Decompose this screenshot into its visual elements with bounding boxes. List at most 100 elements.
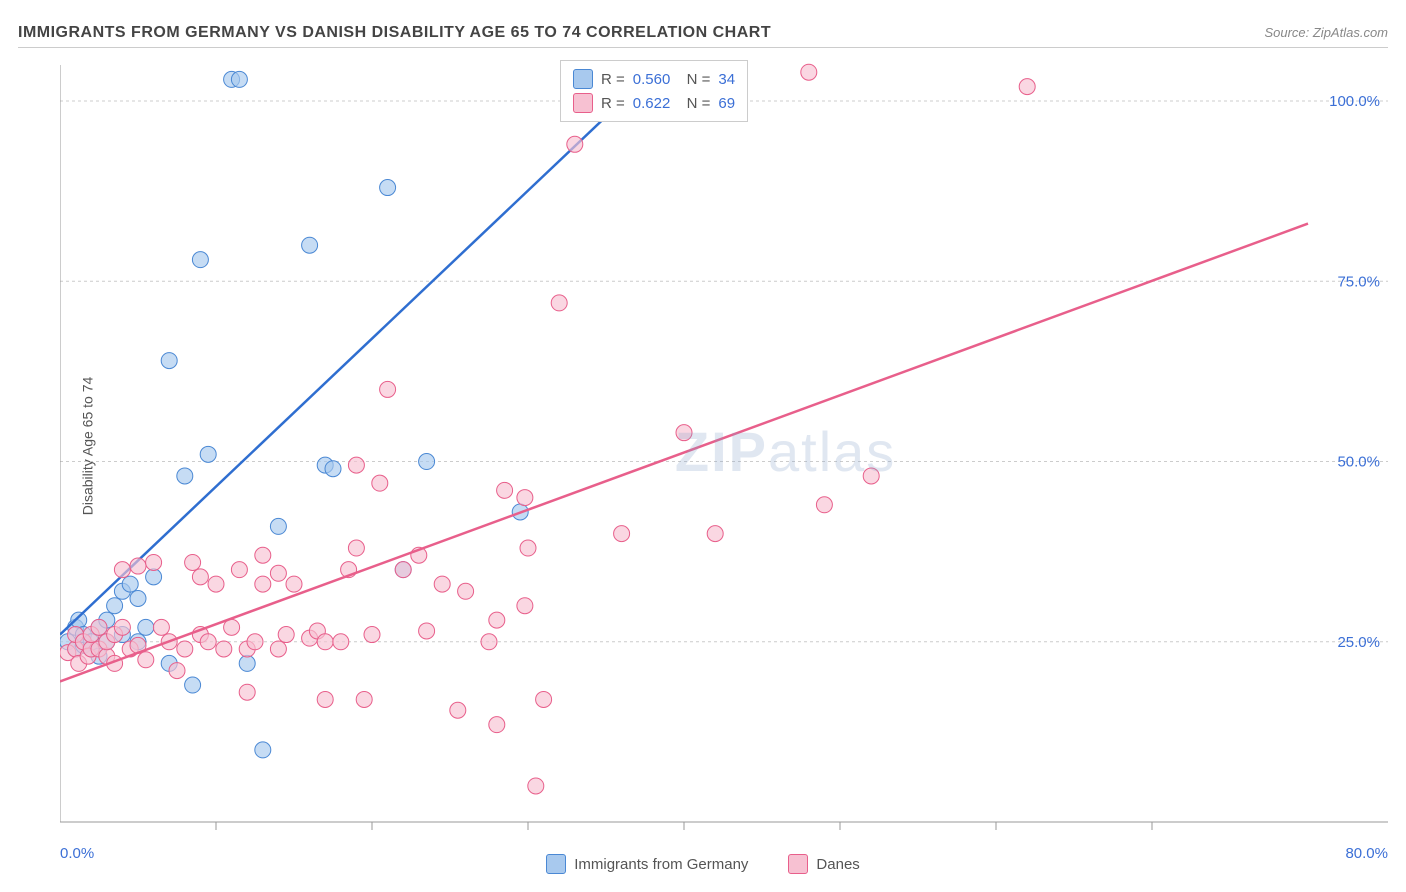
data-point-danes [231,562,247,578]
stats-legend-row-germany: R = 0.560 N = 34 [573,67,735,91]
y-tick-label: 100.0% [1329,93,1380,110]
data-point-danes [177,641,193,657]
data-point-germany [200,446,216,462]
swatch-germany-icon [546,854,566,874]
data-point-germany [185,677,201,693]
data-point-danes [130,558,146,574]
data-point-danes [380,381,396,397]
data-point-danes [333,634,349,650]
data-point-danes [497,482,513,498]
data-point-danes [458,583,474,599]
chart-title: IMMIGRANTS FROM GERMANY VS DANISH DISABI… [18,24,771,42]
series-label-germany: Immigrants from Germany [574,856,748,873]
data-point-germany [302,237,318,253]
data-point-danes [278,627,294,643]
data-point-danes [216,641,232,657]
swatch-danes-icon [788,854,808,874]
series-legend: Immigrants from Germany Danes [0,854,1406,874]
swatch-danes-icon [573,93,593,113]
n-value-danes: 69 [718,95,735,112]
series-legend-item-germany: Immigrants from Germany [546,854,748,874]
data-point-danes [255,576,271,592]
stats-legend: R = 0.560 N = 34 R = 0.622 N = 69 [560,60,748,122]
data-point-danes [434,576,450,592]
data-point-danes [1019,79,1035,95]
data-point-germany [239,655,255,671]
data-point-danes [816,497,832,513]
data-point-danes [317,634,333,650]
data-point-danes [270,641,286,657]
source-attribution: Source: ZipAtlas.com [1264,25,1388,40]
series-legend-item-danes: Danes [788,854,859,874]
data-point-germany [419,454,435,470]
data-point-danes [146,554,162,570]
data-point-danes [489,717,505,733]
n-value-germany: 34 [718,71,735,88]
data-point-danes [481,634,497,650]
data-point-danes [255,547,271,563]
data-point-germany [107,598,123,614]
data-point-germany [138,619,154,635]
data-point-danes [348,457,364,473]
trend-line-danes [60,224,1308,682]
data-point-danes [517,598,533,614]
data-point-danes [567,136,583,152]
data-point-danes [356,691,372,707]
r-value-germany: 0.560 [633,71,671,88]
data-point-danes [450,702,466,718]
data-point-danes [348,540,364,556]
data-point-germany [255,742,271,758]
data-point-danes [169,663,185,679]
data-point-danes [372,475,388,491]
data-point-danes [614,526,630,542]
data-point-danes [247,634,263,650]
y-tick-label: 25.0% [1337,634,1380,651]
data-point-germany [231,71,247,87]
data-point-danes [286,576,302,592]
data-point-danes [517,490,533,506]
data-point-germany [325,461,341,477]
data-point-danes [863,468,879,484]
data-point-germany [177,468,193,484]
y-tick-label: 50.0% [1337,454,1380,471]
chart-area: 25.0% 50.0% 75.0% 100.0% [60,55,1388,832]
data-point-danes [208,576,224,592]
data-point-danes [91,619,107,635]
chart-svg: 25.0% 50.0% 75.0% 100.0% [60,55,1388,832]
data-point-danes [114,619,130,635]
data-point-danes [489,612,505,628]
data-point-danes [239,684,255,700]
data-point-danes [676,425,692,441]
data-point-danes [707,526,723,542]
data-point-danes [520,540,536,556]
data-point-danes [192,569,208,585]
data-point-danes [317,691,333,707]
data-point-germany [161,353,177,369]
data-point-danes [200,634,216,650]
data-point-danes [114,562,130,578]
data-point-danes [270,565,286,581]
r-value-danes: 0.622 [633,95,671,112]
data-point-danes [419,623,435,639]
data-point-germany [130,591,146,607]
data-point-germany [380,180,396,196]
data-point-danes [801,64,817,80]
data-point-danes [551,295,567,311]
data-point-danes [153,619,169,635]
data-point-danes [528,778,544,794]
stats-legend-row-danes: R = 0.622 N = 69 [573,91,735,115]
data-point-danes [536,691,552,707]
data-point-danes [364,627,380,643]
header: IMMIGRANTS FROM GERMANY VS DANISH DISABI… [18,18,1388,48]
series-label-danes: Danes [816,856,859,873]
data-point-germany [71,612,87,628]
y-tick-label: 75.0% [1337,273,1380,290]
data-point-danes [138,652,154,668]
data-point-germany [146,569,162,585]
data-point-germany [122,576,138,592]
data-point-danes [185,554,201,570]
data-point-germany [270,518,286,534]
swatch-germany-icon [573,69,593,89]
data-point-danes [395,562,411,578]
data-point-germany [192,252,208,268]
